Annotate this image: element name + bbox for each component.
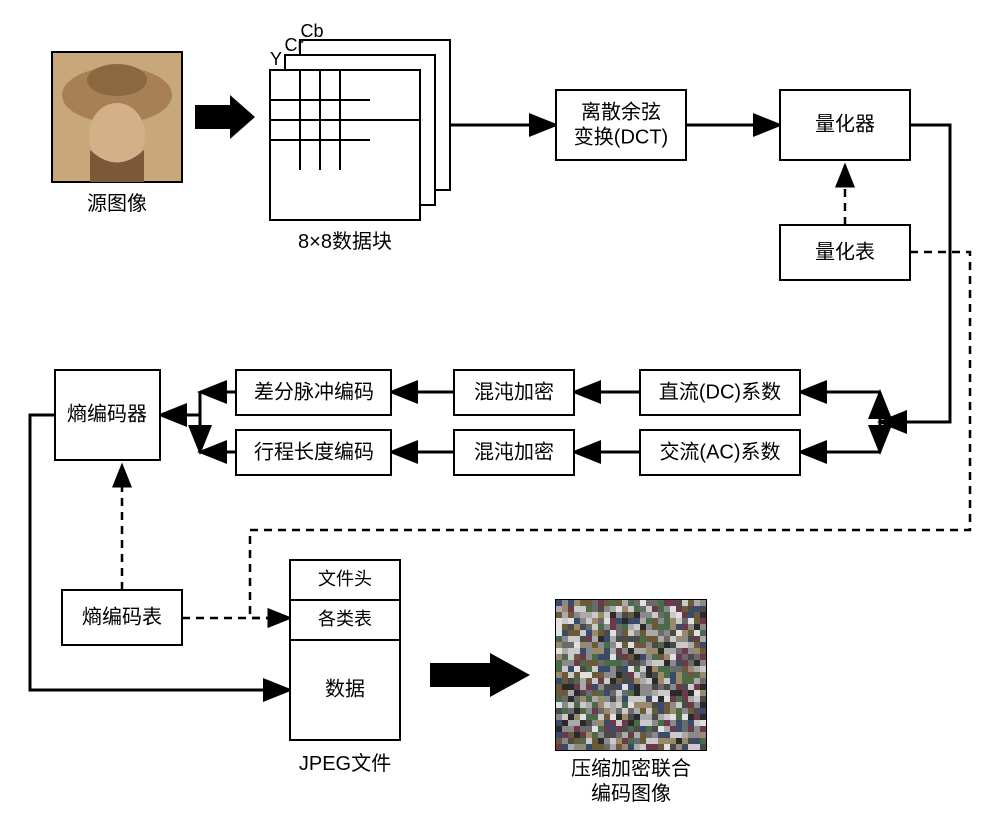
svg-text:量化表: 量化表 — [815, 240, 875, 263]
svg-text:各类表: 各类表 — [318, 609, 372, 629]
cb-label: Cb — [300, 21, 323, 41]
ac-box: 交流(AC)系数 — [640, 430, 800, 475]
dpcm-box: 差分脉冲编码 — [236, 370, 391, 415]
chaos2-box: 混沌加密 — [454, 430, 574, 475]
entropy-box: 熵编码器 — [55, 370, 160, 460]
svg-text:行程长度编码: 行程长度编码 — [254, 440, 374, 463]
quant-table-box: 量化表 — [780, 225, 910, 280]
rle-box: 行程长度编码 — [236, 430, 391, 475]
entropy-table-box: 熵编码表 — [62, 590, 182, 645]
thick-arrow-1 — [195, 95, 255, 139]
dc-box: 直流(DC)系数 — [640, 370, 800, 415]
source-image: 源图像 — [52, 52, 182, 215]
svg-text:差分脉冲编码: 差分脉冲编码 — [254, 380, 374, 403]
svg-text:文件头: 文件头 — [318, 569, 372, 589]
svg-text:混沌加密: 混沌加密 — [474, 440, 554, 463]
block-label: 8×8数据块 — [298, 230, 392, 253]
output-image: 压缩加密联合 编码图像 — [556, 600, 706, 805]
y-label: Y — [270, 49, 282, 69]
svg-text:交流(AC)系数: 交流(AC)系数 — [659, 440, 780, 463]
svg-text:混沌加密: 混沌加密 — [474, 380, 554, 403]
svg-text:变换(DCT): 变换(DCT) — [574, 125, 668, 148]
chaos1-box: 混沌加密 — [454, 370, 574, 415]
block-stack: Y Cr Cb 8×8数据块 — [270, 21, 450, 253]
svg-text:数据: 数据 — [325, 677, 365, 700]
svg-text:直流(DC)系数: 直流(DC)系数 — [659, 380, 781, 403]
source-image-label: 源图像 — [87, 192, 147, 215]
jpeg-encryption-flowchart: 源图像 Y Cr Cb 8×8数据块 离散余弦 变换(DCT) 量化器 — [0, 0, 1000, 824]
svg-text:离散余弦: 离散余弦 — [581, 100, 661, 123]
svg-text:熵编码表: 熵编码表 — [82, 605, 162, 628]
svg-text:量化器: 量化器 — [815, 112, 875, 135]
svg-text:压缩加密联合: 压缩加密联合 — [571, 757, 691, 780]
svg-text:熵编码器: 熵编码器 — [67, 402, 147, 425]
thick-arrow-2 — [430, 653, 530, 697]
svg-text:编码图像: 编码图像 — [591, 782, 671, 805]
quantizer-box: 量化器 — [780, 90, 910, 160]
dct-box: 离散余弦 变换(DCT) — [556, 90, 686, 160]
jpeg-file-label: JPEG文件 — [299, 752, 391, 775]
jpeg-file-box: 文件头 各类表 数据 JPEG文件 — [290, 560, 400, 775]
